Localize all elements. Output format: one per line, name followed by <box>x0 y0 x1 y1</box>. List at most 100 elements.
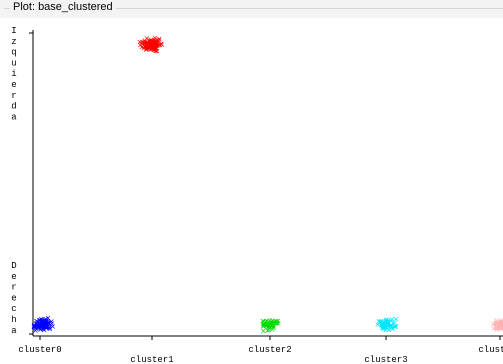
data-point-cluster1: × <box>147 36 154 45</box>
data-point-cluster1: × <box>153 44 160 53</box>
data-point-cluster3: × <box>392 322 399 331</box>
data-point-cluster1: × <box>150 37 157 46</box>
data-point-cluster0: × <box>31 322 38 331</box>
data-point-cluster1: × <box>149 39 156 48</box>
data-point-cluster2: × <box>266 324 273 333</box>
data-point-cluster3: × <box>387 322 394 331</box>
data-point-cluster0: × <box>43 318 50 327</box>
plot-area[interactable]: cluster0 cluster1 cluster2 cluster3 cluster4… <box>0 18 503 364</box>
data-point-cluster4: × <box>496 319 503 328</box>
data-point-cluster4: × <box>498 324 503 333</box>
data-point-cluster3: × <box>385 317 392 326</box>
data-point-cluster1: × <box>147 42 154 51</box>
data-point-cluster3: × <box>381 319 388 328</box>
series-cluster0: ××××× ××××××××××× ××××× ××××××× ×× ××××× ×××××… <box>31 313 56 335</box>
data-point-cluster1: × <box>144 40 151 49</box>
data-point-cluster4: × <box>498 320 503 329</box>
data-point-cluster0: × <box>35 320 42 329</box>
data-point-cluster3: × <box>381 323 388 332</box>
data-point-cluster1: × <box>144 39 151 48</box>
data-point-cluster4: × <box>498 316 503 325</box>
data-point-cluster1: × <box>156 34 163 43</box>
series-cluster4: ××××××××××××× ×××××× ×××××××××××××××××××××… <box>490 316 503 334</box>
data-point-cluster2: × <box>270 323 277 332</box>
data-point-cluster0: × <box>45 319 52 328</box>
data-point-cluster4: × <box>490 324 497 333</box>
data-point-cluster0: × <box>33 325 40 334</box>
data-point-cluster2: × <box>263 320 270 329</box>
data-point-cluster4: × <box>498 321 503 330</box>
data-point-cluster3: × <box>382 321 389 330</box>
data-point-cluster0: × <box>41 320 48 329</box>
data-point-cluster3: × <box>380 321 387 330</box>
data-point-cluster0: × <box>38 321 45 330</box>
data-point-cluster3: × <box>385 321 392 330</box>
data-point-cluster1: × <box>142 42 149 51</box>
data-point-cluster0: × <box>34 322 41 331</box>
data-point-cluster1: × <box>151 40 158 49</box>
data-point-cluster1: × <box>156 36 163 45</box>
data-point-cluster1: × <box>151 45 158 54</box>
data-point-cluster0: × <box>40 323 47 332</box>
series-cluster2: ×××××××× ×× ×××××× ×× ×××××××××××× ××××××× ×× ×… <box>259 316 281 336</box>
data-point-cluster3: × <box>391 319 398 328</box>
data-point-cluster0: × <box>37 319 44 328</box>
data-point-cluster1: × <box>142 43 149 52</box>
data-point-cluster1: × <box>154 46 161 55</box>
data-point-cluster1: × <box>147 37 154 46</box>
data-point-cluster1: × <box>148 40 155 49</box>
data-point-cluster0: × <box>37 319 44 328</box>
data-point-cluster1: × <box>141 36 148 45</box>
data-point-cluster2: × <box>272 317 279 326</box>
x-tick-label-cluster2: cluster2 <box>248 345 291 355</box>
data-point-cluster1: × <box>148 35 155 44</box>
data-point-cluster2: × <box>275 319 282 328</box>
data-point-cluster1: × <box>149 36 156 45</box>
data-point-cluster3: × <box>385 322 392 331</box>
data-point-cluster2: × <box>260 320 267 329</box>
data-point-cluster1: × <box>144 39 151 48</box>
data-point-cluster4: × <box>498 323 503 332</box>
data-point-cluster0: × <box>40 319 47 328</box>
data-point-cluster4: × <box>492 319 499 328</box>
data-point-cluster2: × <box>266 320 273 329</box>
data-point-cluster1: × <box>147 45 154 54</box>
data-point-cluster0: × <box>34 320 41 329</box>
data-point-cluster0: × <box>31 322 38 331</box>
data-point-cluster3: × <box>380 322 387 331</box>
data-point-cluster3: × <box>385 326 392 335</box>
data-point-cluster4: × <box>498 319 503 328</box>
data-point-cluster1: × <box>148 39 155 48</box>
data-point-cluster0: × <box>46 322 53 331</box>
data-point-cluster0: × <box>40 322 47 331</box>
data-point-cluster4: × <box>497 324 503 333</box>
data-point-cluster2: × <box>264 326 271 335</box>
data-point-cluster4: × <box>497 318 503 327</box>
data-point-cluster0: × <box>41 320 48 329</box>
data-point-cluster4: × <box>490 320 497 329</box>
data-point-cluster0: × <box>42 324 49 333</box>
data-point-cluster0: × <box>33 319 40 328</box>
data-point-cluster3: × <box>379 318 386 327</box>
data-point-cluster4: × <box>493 319 500 328</box>
data-point-cluster2: × <box>261 319 268 328</box>
data-point-cluster2: × <box>261 321 268 330</box>
data-point-cluster3: × <box>387 317 394 326</box>
data-point-cluster2: × <box>262 319 269 328</box>
data-point-cluster1: × <box>151 44 158 53</box>
data-point-cluster1: × <box>143 45 150 54</box>
data-point-cluster4: × <box>498 323 503 332</box>
data-point-cluster3: × <box>389 323 396 332</box>
data-point-cluster1: × <box>150 46 157 55</box>
data-point-cluster3: × <box>378 320 385 329</box>
data-point-cluster1: × <box>145 40 152 49</box>
data-point-cluster4: × <box>493 321 500 330</box>
data-point-cluster0: × <box>40 321 47 330</box>
data-point-cluster1: × <box>150 41 157 50</box>
data-point-cluster1: × <box>152 38 159 47</box>
scatter-chart: cluster0 cluster1 cluster2 cluster3 cluster4… <box>11 26 503 364</box>
data-point-cluster0: × <box>45 318 52 327</box>
data-point-cluster1: × <box>147 40 154 49</box>
plot-title: Plot: base_clustered <box>10 1 116 13</box>
